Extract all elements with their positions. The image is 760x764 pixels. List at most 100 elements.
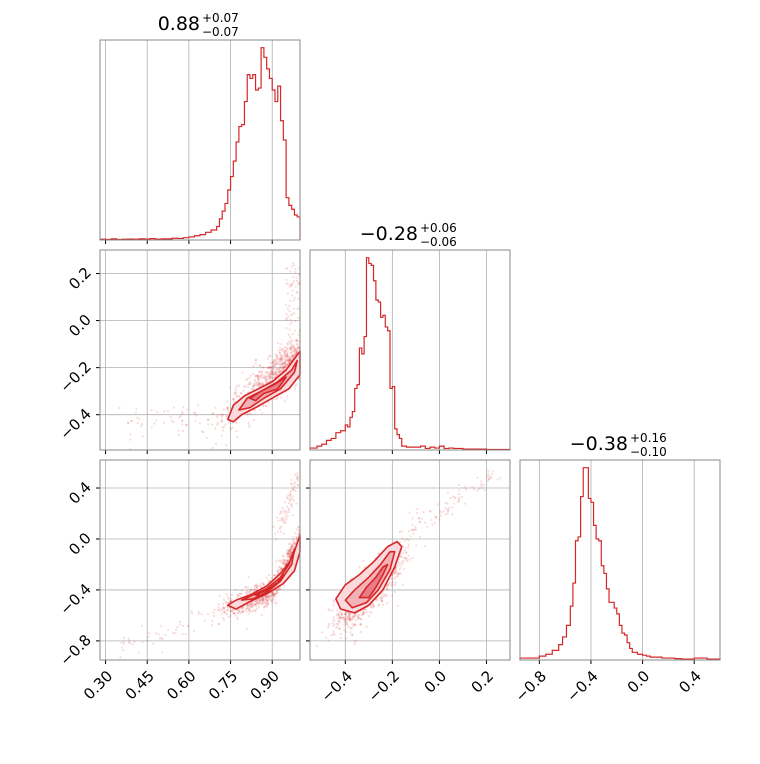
scatter-12-sample-point <box>296 343 299 346</box>
scatter-13-sample-point <box>253 585 256 588</box>
scatter-23-tail-sample-point <box>439 510 442 513</box>
scatter-13-sample-point <box>272 590 275 594</box>
scatter-12-sample-point <box>224 423 227 426</box>
scatter-13-left-sample-point <box>119 656 122 659</box>
scatter-12-sample-point <box>267 377 271 380</box>
scatter-13-sample-point <box>248 591 251 594</box>
scatter-12-sample-point <box>265 377 269 381</box>
scatter-12-sample-point <box>248 423 251 426</box>
scatter-23-sample-point <box>401 583 405 586</box>
scatter-12-sample-point <box>266 367 269 370</box>
scatter-23-tail-sample-point <box>407 530 411 533</box>
scatter-12-sample-point <box>286 356 289 359</box>
scatter-13-sample-point <box>240 593 243 596</box>
scatter-13-sample-point <box>255 604 258 608</box>
scatter-12-left-sample-point <box>207 418 210 421</box>
scatter-23-sample-point <box>337 620 340 623</box>
scatter-13-sample-point <box>226 608 229 612</box>
scatter-23-sample-point <box>338 627 341 630</box>
scatter-23-sample-point <box>343 618 347 621</box>
scatter-12-sample-point <box>222 408 225 411</box>
scatter-12-tail-sample-point <box>286 315 290 318</box>
scatter-13-sample-point <box>276 587 279 591</box>
scatter-23-tail-sample-point <box>444 501 447 505</box>
scatter-12-tail-sample-point <box>289 270 292 273</box>
scatter-12-left-sample-point <box>186 408 189 411</box>
scatter-13-sample-point <box>249 609 252 613</box>
scatter-12-sample-point <box>252 385 255 388</box>
scatter-13-sample-point <box>289 548 292 552</box>
scatter-23-sample-point <box>338 627 341 630</box>
scatter-13-sample-point <box>283 563 286 566</box>
scatter-13-left-sample-point <box>160 624 163 628</box>
scatter-12-tail-sample-point <box>285 282 288 285</box>
scatter-13-sample-point <box>286 559 289 562</box>
scatter-12-sample-point <box>256 374 259 377</box>
scatter-12-sample-point <box>262 405 265 408</box>
scatter-12-sample-point <box>297 345 300 348</box>
scatter-23-sample-point <box>359 617 363 621</box>
scatter-23-sample-point <box>347 614 350 618</box>
scatter-13-sample-point <box>217 603 220 606</box>
scatter-23-sample-point <box>396 604 399 607</box>
scatter-12-tail-sample-point <box>295 291 298 294</box>
scatter-13-sample-point <box>246 606 249 609</box>
scatter-13-sample-point <box>282 555 285 558</box>
scatter-23-tail-sample-point <box>476 489 479 492</box>
scatter-12-ytick-label: 0.2 <box>65 264 95 294</box>
scatter-23-sample-point <box>353 623 356 626</box>
scatter-23-sample-point <box>349 612 352 615</box>
scatter-12-sample-point <box>214 406 217 409</box>
scatter-13-sample-point <box>267 580 270 583</box>
scatter-12-sample-point <box>274 363 277 366</box>
scatter-13-arc-sample-point <box>292 495 295 498</box>
scatter-12-sample-point <box>293 329 297 332</box>
scatter-13-sample-point <box>261 597 264 600</box>
scatter-12-sample-point <box>255 383 259 386</box>
scatter-13-sample-point <box>260 613 263 617</box>
scatter-12-left-sample-point <box>181 429 185 433</box>
scatter-23-tail-sample-point <box>489 476 492 479</box>
scatter-23-tail-sample-point <box>451 513 454 516</box>
scatter-12-sample-point <box>284 352 287 355</box>
scatter-23-sample-point <box>355 639 358 642</box>
scatter-13-sample-point <box>264 597 267 600</box>
scatter-13-sample-point <box>265 605 269 608</box>
scatter-23-sample-point <box>336 614 339 617</box>
marginal-2-frame <box>309 249 511 451</box>
scatter-23-tail-sample-point <box>480 480 483 483</box>
scatter-23-sample-point <box>345 613 348 616</box>
scatter-13-arc-sample-point <box>283 532 286 535</box>
scatter-13-sample-point <box>292 538 296 541</box>
scatter-23-sample-point <box>399 562 402 565</box>
scatter-12-sample-point <box>278 351 281 354</box>
scatter-13-frame <box>99 459 301 661</box>
scatter-12-sample-point <box>216 421 219 424</box>
scatter-13-sample-point <box>226 608 229 612</box>
scatter-12-sample-point <box>266 370 269 374</box>
scatter-23-sample-point <box>404 539 407 542</box>
scatter-13-sample-point <box>291 545 295 548</box>
scatter-13-arc-sample-point <box>285 496 289 499</box>
scatter-13-sample-point <box>273 594 276 598</box>
scatter-13-sample-point <box>217 606 220 609</box>
scatter-12-sample-point <box>261 381 264 384</box>
scatter-23-sample-point <box>381 603 385 606</box>
scatter-23-sample-point <box>336 617 340 620</box>
scatter-13-sample-point <box>221 602 225 605</box>
scatter-12-tail-sample-point <box>286 342 289 345</box>
scatter-12-sample-point <box>257 382 260 385</box>
scatter-12-sample-point <box>286 343 289 346</box>
scatter-13-sample-point <box>294 542 297 546</box>
scatter-13-arc-sample-point <box>284 521 287 524</box>
scatter-13-sample-point <box>258 605 261 608</box>
scatter-12-left-sample-point <box>126 421 129 424</box>
scatter-13-sample-point <box>266 596 269 599</box>
scatter-12-sample-point <box>267 366 270 369</box>
scatter-13-left-sample-point <box>121 649 125 652</box>
scatter-13-arc-sample-point <box>276 530 279 534</box>
scatter-13-arc-sample-point <box>286 497 290 500</box>
scatter-23-sample-point <box>341 616 344 619</box>
scatter-23-sample-point <box>392 572 395 575</box>
scatter-23-sample-point <box>403 557 406 560</box>
